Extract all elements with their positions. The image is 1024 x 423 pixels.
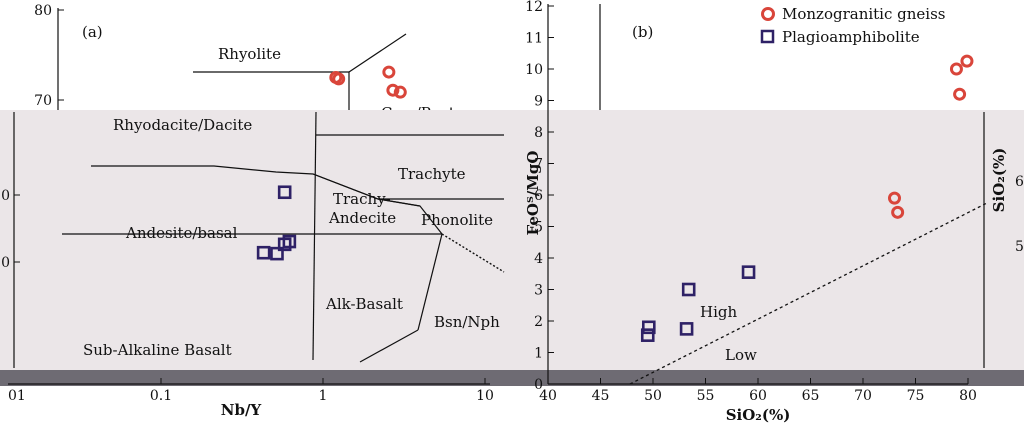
panel-b-y-tick-label: 9 <box>534 94 543 110</box>
panel-a-x-ticks: 01 0.1 1 10 <box>8 378 494 404</box>
panel-a-x-tick-label: 1 <box>319 388 328 404</box>
panel-b-ylabel: FeOᵀ/MgO <box>524 151 542 236</box>
boundary-com-pant <box>348 33 407 73</box>
region-andesite: Andesite/basal <box>125 224 238 242</box>
panel-b-label: (b) <box>632 23 653 41</box>
panel-a-x-tick-label: 10 <box>476 388 494 404</box>
panel-b-x-tick-label: 65 <box>802 388 820 404</box>
point-monzogranitic-gneiss <box>888 191 901 205</box>
panel-b-top: (b) Monzogranitic gneiss Plagioamphiboli… <box>599 4 945 112</box>
region-high: High <box>700 303 737 321</box>
point-monzogranitic-gneiss <box>891 205 905 219</box>
region-alk-basalt: Alk-Basalt <box>325 295 403 313</box>
panel-b-points <box>640 54 974 342</box>
panel-b-x-tick-label: 75 <box>907 388 925 404</box>
boundary-dacite-com <box>312 111 317 361</box>
point-plagioamphibolite <box>256 245 271 260</box>
panel-b-y-tick-label: 5 <box>534 220 543 236</box>
panel-a-x-tick-label: 01 <box>8 388 26 404</box>
panel-a-top: 80 70 (a) Rhyolite Com/Pant <box>34 3 455 122</box>
panel-b-xlabel: SiO₂(%) <box>726 406 791 423</box>
panel-b-y-tick-label: 7 <box>534 157 543 173</box>
panel-b-y-tick-label: 0 <box>534 377 543 393</box>
point-plagioamphibolite <box>640 328 655 342</box>
boundary-alkbasalt-bsn <box>417 233 443 331</box>
panel-b-right-tick-2: 5 <box>1015 239 1024 255</box>
point-plagioamphibolite <box>681 282 696 297</box>
panel-b-y-tick-label: 6 <box>534 188 543 204</box>
legend-label-plagioamphibolite: Plagioamphibolite <box>782 28 920 46</box>
point-monzogranitic-gneiss <box>393 85 407 99</box>
panel-b-x-tick-label: 40 <box>539 388 557 404</box>
region-low: Low <box>725 346 757 364</box>
boundary-rhyolite <box>193 71 350 113</box>
panel-b-y-tick-label: 11 <box>525 31 543 47</box>
point-monzogranitic-gneiss <box>332 72 346 86</box>
region-rhyolite: Rhyolite <box>218 45 281 63</box>
region-andecite: Andecite <box>328 209 396 227</box>
panel-b-bottom: SiO₂(%) 6 5 High Low FeOᵀ/MgO <box>524 112 1024 368</box>
boundary-phonolite-dotted <box>441 233 505 273</box>
panel-a-y-tick-label-80: 80 <box>34 3 52 19</box>
panel-b-right-label: SiO₂(%) <box>990 148 1008 213</box>
panel-b-divider-line <box>629 202 988 385</box>
region-bsn-nph: Bsn/Nph <box>434 313 500 331</box>
panel-b-y-tick-label: 1 <box>534 346 543 362</box>
boundary-trachyandesite <box>312 173 443 235</box>
legend-label-monzogranitic: Monzogranitic gneiss <box>782 5 945 23</box>
panel-b-y-tick-label: 4 <box>534 251 543 267</box>
legend-marker-monzogranitic <box>761 7 775 21</box>
panel-b-y-tick-label: 10 <box>525 62 543 78</box>
panel-b-x-tick-label: 60 <box>749 388 767 404</box>
overlay-window <box>0 110 1024 370</box>
region-rhyodacite: Rhyodacite/Dacite <box>113 116 252 134</box>
panel-a-xlabel: Nb/Y <box>221 401 262 419</box>
boundary-bsn-bottom <box>359 329 419 363</box>
panel-b-x-ticks: 40 45 50 55 60 65 70 75 80 <box>539 378 977 404</box>
panel-b-x-tick-label: 45 <box>592 388 610 404</box>
point-plagioamphibolite <box>270 246 284 261</box>
panel-b-y-tick-label: 3 <box>534 283 543 299</box>
region-trachyte: Trachyte <box>398 165 466 183</box>
panel-a-x-tick-label: 0.1 <box>150 388 172 404</box>
panel-b-y-tick-label: 2 <box>534 314 543 330</box>
point-monzogranitic-gneiss <box>386 83 400 97</box>
region-phonolite: Phonolite <box>421 211 493 229</box>
region-sub-alkaline-basalt: Sub-Alkaline Basalt <box>83 341 232 359</box>
panel-a-x-axis: Nb/Y <box>8 383 490 419</box>
region-trachy: Trachy- <box>333 190 391 208</box>
point-monzogranitic-gneiss <box>949 62 963 76</box>
panel-b-right-tick-1: 6 <box>1015 174 1024 190</box>
legend-marker-plagioamphibolite <box>760 29 775 44</box>
panel-a-y-tick-label-70: 70 <box>34 93 52 109</box>
panel-b-y-tick-label: 8 <box>534 125 543 141</box>
panel-b-x-tick-label: 70 <box>854 388 872 404</box>
legend: Monzogranitic gneiss Plagioamphibolite <box>760 5 945 46</box>
point-plagioamphibolite <box>679 322 694 336</box>
point-monzogranitic-gneiss <box>382 65 396 79</box>
panel-b-x-tick-label: 55 <box>697 388 715 404</box>
panel-a-y-tick-label-lower-1: 0 <box>1 188 10 204</box>
panel-a-label: (a) <box>82 23 103 41</box>
point-monzogranitic-gneiss <box>960 54 974 68</box>
point-plagioamphibolite <box>741 265 756 279</box>
panel-b-x-tick-label: 80 <box>959 388 977 404</box>
panel-b-x-tick-label: 50 <box>644 388 662 404</box>
point-plagioamphibolite <box>282 234 297 249</box>
point-monzogranitic-gneiss <box>953 87 967 101</box>
point-plagioamphibolite <box>277 185 292 200</box>
panel-a-bottom: 0 0 Rhyodacite/Dacite Trachyte Andesite/… <box>1 111 505 368</box>
panel-a-y-tick-label-lower-2: 0 <box>1 255 10 271</box>
panel-a-points <box>256 65 407 261</box>
panel-b-y-tick-label: 12 <box>525 0 543 15</box>
taskbar-strip <box>0 370 1024 386</box>
point-plagioamphibolite <box>641 320 656 335</box>
